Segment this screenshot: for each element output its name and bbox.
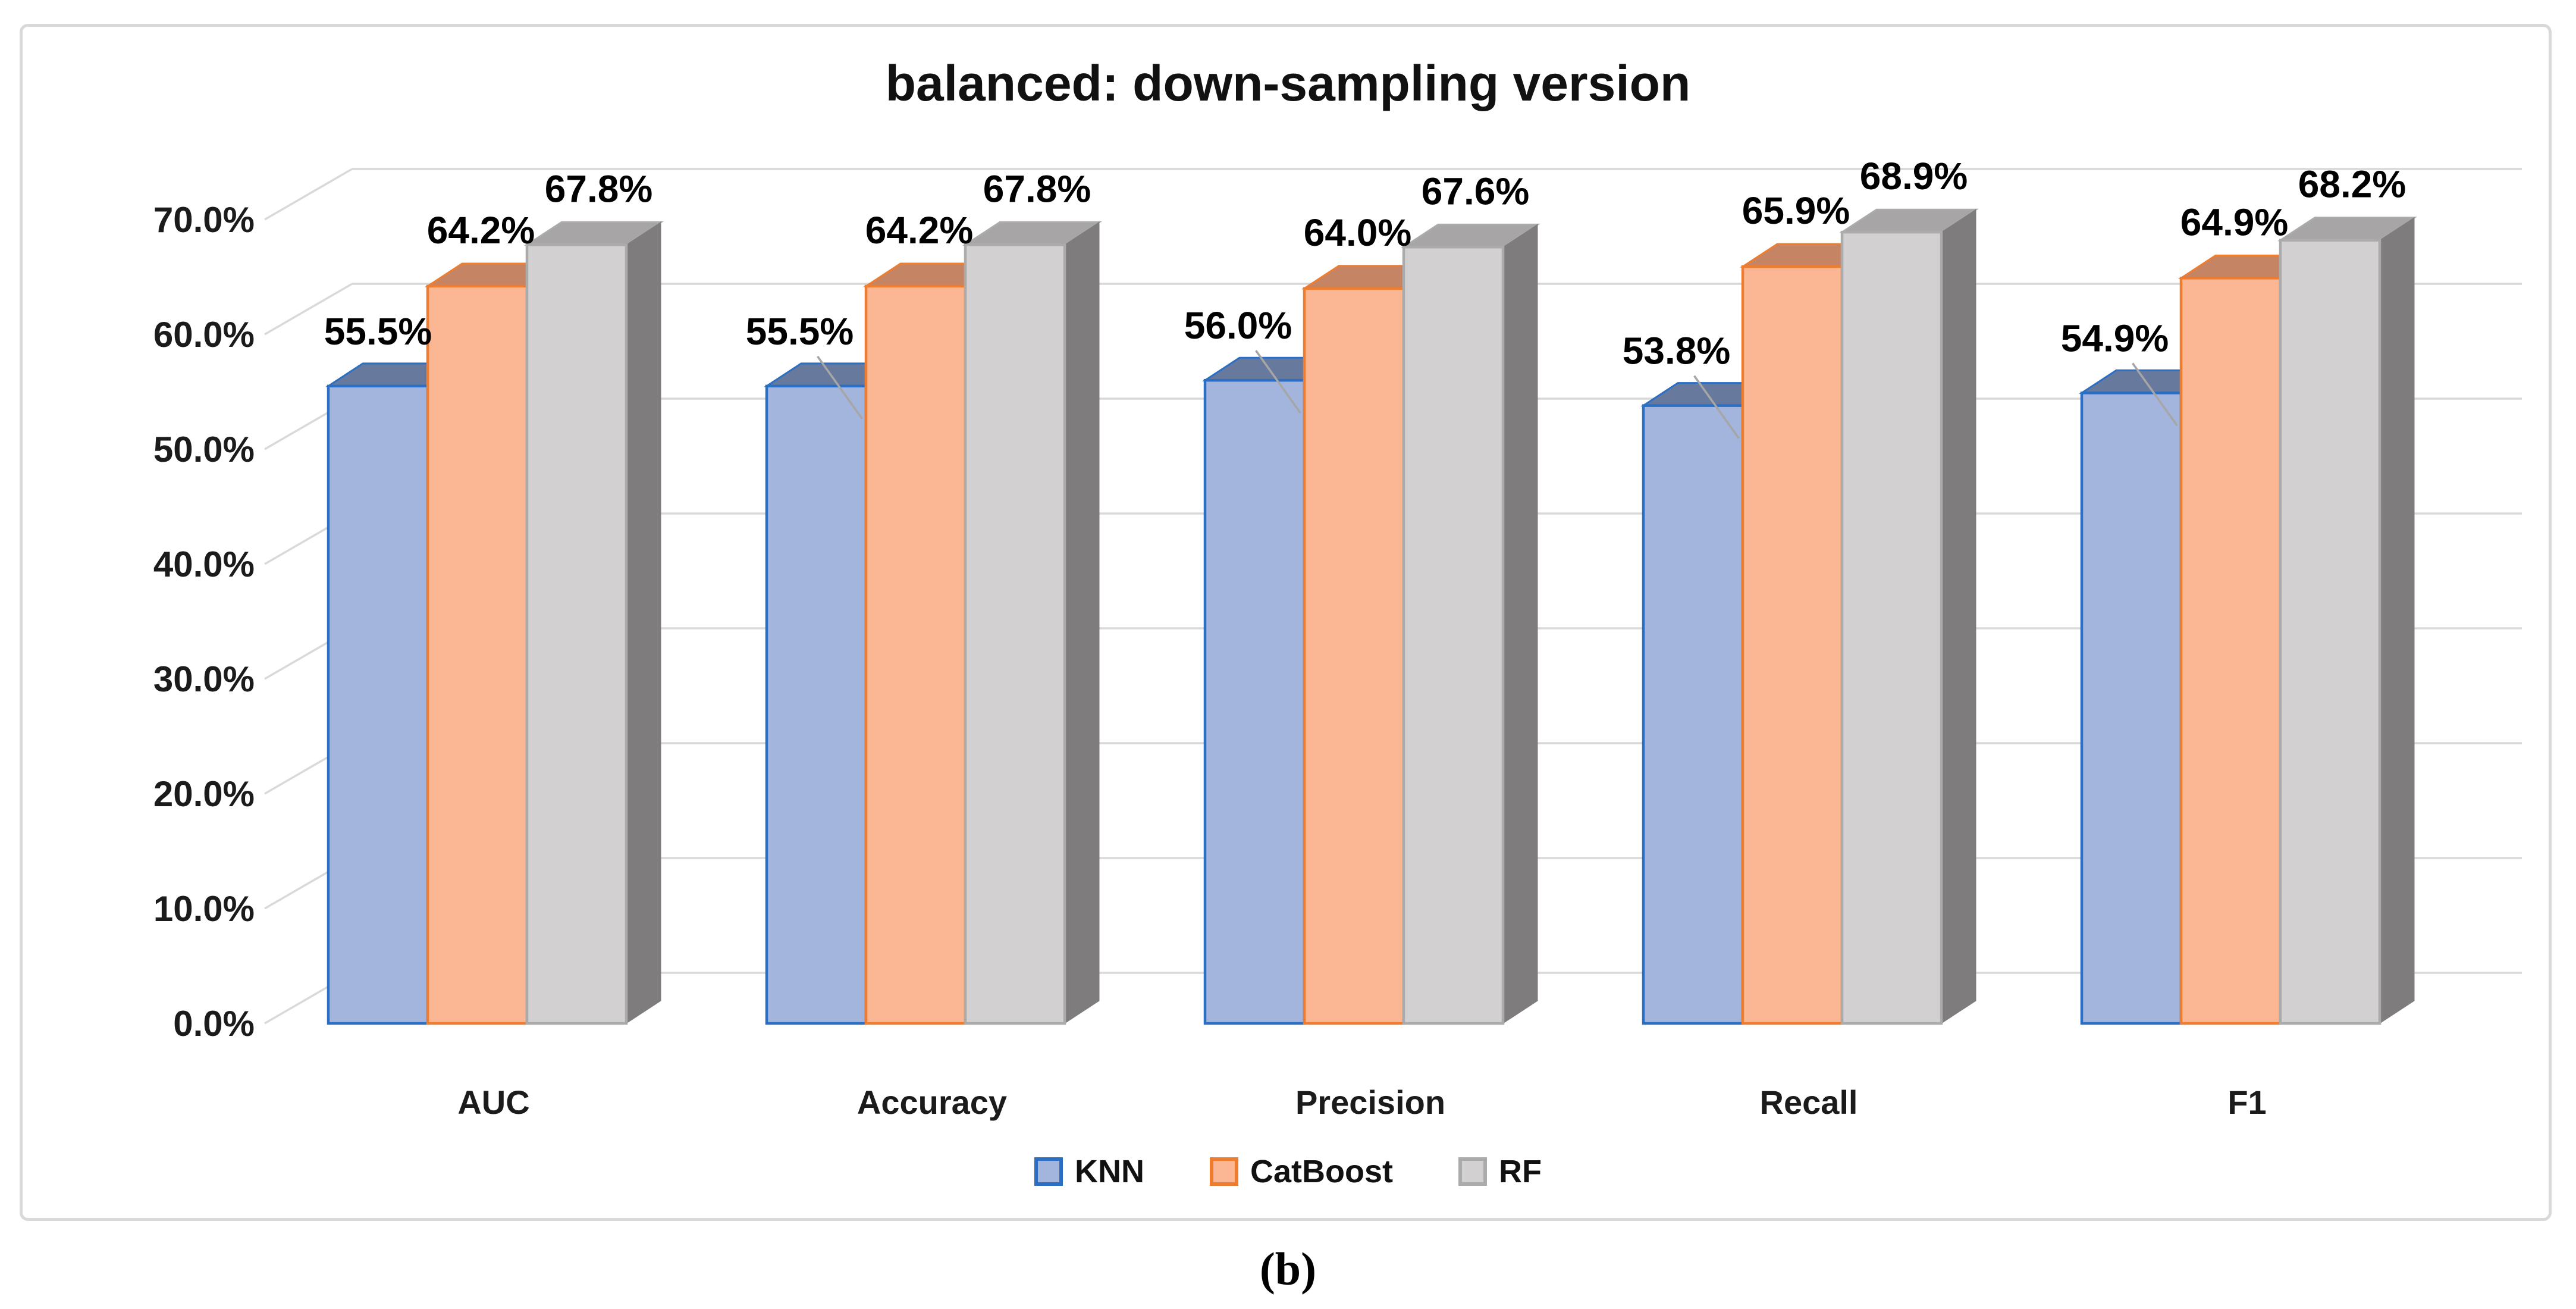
catboost-swatch-icon	[1210, 1157, 1238, 1186]
knn-swatch-icon	[1034, 1157, 1063, 1186]
tick-connector	[264, 168, 353, 221]
ytick-label: 20.0%	[153, 774, 255, 814]
data-label-rf: 67.6%	[1422, 170, 1529, 212]
ytick-label: 40.0%	[153, 544, 255, 584]
bar-side-rf	[1941, 209, 1976, 1024]
data-label-catboost: 64.0%	[1304, 211, 1411, 254]
legend-label-knn: KNN	[1075, 1154, 1144, 1189]
data-label-catboost: 65.9%	[1742, 189, 1850, 232]
category-label: Accuracy	[857, 1083, 1007, 1121]
ytick-label: 70.0%	[153, 200, 255, 240]
bar-front-catboost	[1303, 287, 1405, 1025]
data-label-rf: 68.9%	[1860, 155, 1968, 198]
bar-front-knn	[2080, 392, 2183, 1025]
bar-front-knn	[327, 384, 429, 1025]
legend-label-rf: RF	[1499, 1154, 1542, 1189]
category-label: AUC	[457, 1083, 529, 1121]
bar-front-catboost	[426, 284, 529, 1025]
legend-item-knn: KNN	[1034, 1153, 1144, 1190]
label-leader-line	[2132, 362, 2178, 427]
data-label-knn: 55.5%	[746, 310, 854, 353]
ytick-label: 50.0%	[153, 430, 255, 469]
data-label-rf: 67.8%	[545, 167, 652, 210]
bar-front-rf	[525, 243, 628, 1025]
category-label: Precision	[1295, 1083, 1445, 1121]
legend-item-rf: RF	[1458, 1153, 1542, 1190]
legend-label-catboost: CatBoost	[1250, 1154, 1393, 1189]
data-label-catboost: 64.9%	[2180, 201, 2288, 243]
data-label-knn: 54.9%	[2061, 317, 2169, 359]
bar-front-catboost	[2179, 277, 2282, 1025]
chart-legend: KNN CatBoost RF	[0, 1153, 2576, 1190]
tick-connector	[264, 283, 353, 336]
data-label-rf: 67.8%	[983, 167, 1091, 210]
subfigure-caption: (b)	[1259, 1243, 1317, 1295]
bar-side-rf	[2379, 217, 2415, 1024]
legend-item-catboost: CatBoost	[1210, 1153, 1393, 1190]
bar-side-rf	[1502, 224, 1538, 1024]
ytick-label: 30.0%	[153, 659, 255, 699]
bar-front-knn	[765, 384, 868, 1025]
bar-front-knn	[1642, 404, 1744, 1025]
data-label-catboost: 64.2%	[865, 209, 973, 252]
bar-front-rf	[1402, 246, 1505, 1025]
bar-front-knn	[1203, 378, 1306, 1025]
ytick-label: 10.0%	[153, 889, 255, 929]
bar-front-catboost	[864, 284, 967, 1025]
data-label-knn: 53.8%	[1623, 330, 1730, 372]
category-label: Recall	[1760, 1083, 1858, 1121]
bar-front-rf	[964, 243, 1066, 1025]
ytick-label: 0.0%	[173, 1004, 255, 1044]
data-label-catboost: 64.2%	[427, 209, 535, 252]
data-label-knn: 56.0%	[1184, 304, 1292, 347]
chart-title: balanced: down-sampling version	[885, 55, 1691, 111]
category-label: F1	[2227, 1083, 2266, 1121]
bar-front-catboost	[1741, 265, 1844, 1025]
label-leader-line	[1693, 375, 1740, 439]
bar-front-rf	[2279, 239, 2382, 1025]
rf-swatch-icon	[1458, 1157, 1487, 1186]
ytick-label: 60.0%	[153, 315, 255, 355]
bar-side-rf	[626, 221, 661, 1024]
data-label-rf: 68.2%	[2298, 163, 2406, 206]
bar-side-rf	[1064, 221, 1100, 1024]
data-label-knn: 55.5%	[324, 310, 432, 353]
bar-front-rf	[1840, 230, 1943, 1025]
label-leader-line	[817, 355, 863, 419]
label-leader-line	[1255, 350, 1301, 414]
